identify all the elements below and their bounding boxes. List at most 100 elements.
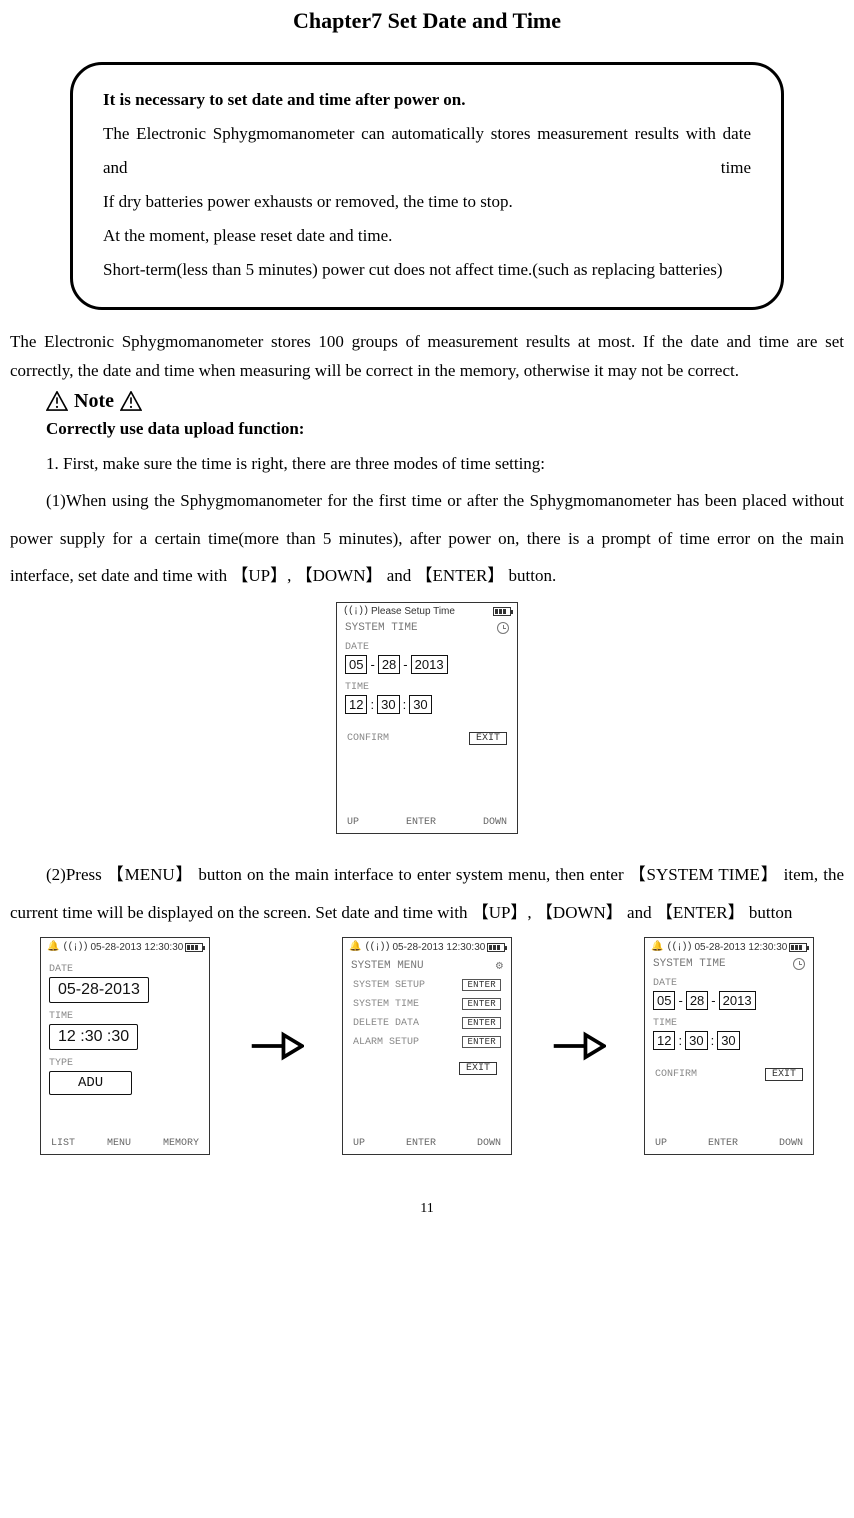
- battery-icon: [789, 943, 807, 952]
- exit-button: EXIT: [469, 732, 507, 745]
- time-label: TIME: [49, 1011, 201, 1022]
- exit-button: EXIT: [765, 1068, 803, 1081]
- menu-item: SYSTEM SETUP: [353, 980, 425, 991]
- note-heading: Note: [46, 390, 844, 413]
- signal-icon: ((¡)): [343, 606, 368, 617]
- footer-up: UP: [353, 1138, 365, 1149]
- clock-icon: [793, 958, 805, 970]
- footer-enter: ENTER: [406, 817, 436, 828]
- speaker-icon: 🔔: [651, 941, 663, 953]
- warning-icon: [46, 391, 68, 411]
- time-hour: 12: [653, 1031, 675, 1050]
- callout-line-3: If dry batteries power exhausts or remov…: [103, 185, 751, 219]
- enter-button: ENTER: [462, 1017, 501, 1029]
- device-screen-main: 🔔 ((¡)) 05-28-2013 12:30:30 DATE 05-28-2…: [40, 937, 210, 1155]
- intro-paragraph: The Electronic Sphygmomanometer stores 1…: [10, 328, 844, 386]
- footer-down: DOWN: [779, 1138, 803, 1149]
- battery-icon: [487, 943, 505, 952]
- footer-list: LIST: [51, 1138, 75, 1149]
- type-label: TYPE: [49, 1058, 201, 1069]
- enter-button: ENTER: [462, 998, 501, 1010]
- step-1-1: (1)When using the Sphygmomanometer for t…: [10, 482, 844, 594]
- date-row: 05 - 28 - 2013: [345, 655, 509, 674]
- time-sec: 30: [409, 695, 431, 714]
- menu-item: SYSTEM TIME: [353, 999, 419, 1010]
- footer-memory: MEMORY: [163, 1138, 199, 1149]
- status-datetime: 05-28-2013 12:30:30: [90, 942, 183, 953]
- battery-icon: [185, 943, 203, 952]
- status-bar: 🔔 ((¡)) 05-28-2013 12:30:30: [343, 938, 511, 956]
- date-label: DATE: [345, 642, 509, 653]
- arrow-icon: [550, 1026, 606, 1066]
- screen-title-row: SYSTEM TIME: [337, 620, 517, 634]
- signal-icon: ((¡)): [62, 942, 87, 953]
- enter-button: ENTER: [462, 1036, 501, 1048]
- footer-enter: ENTER: [708, 1138, 738, 1149]
- confirm-row: CONFIRM EXIT: [345, 732, 509, 745]
- gear-icon: ⚙: [496, 958, 503, 973]
- clock-icon: [497, 622, 509, 634]
- device-screen-setup-time: ((¡)) Please Setup Time SYSTEM TIME DATE…: [336, 602, 518, 834]
- date-day: 28: [378, 655, 400, 674]
- date-label: DATE: [49, 964, 201, 975]
- signal-icon: ((¡)): [666, 942, 691, 953]
- menu-row-3: DELETE DATA ENTER: [353, 1017, 501, 1029]
- speaker-icon: 🔔: [47, 941, 59, 953]
- menu-row-4: ALARM SETUP ENTER: [353, 1036, 501, 1048]
- menu-row-2: SYSTEM TIME ENTER: [353, 998, 501, 1010]
- screen-title: SYSTEM MENU: [351, 960, 424, 972]
- date-label: DATE: [653, 978, 805, 989]
- footer-up: UP: [655, 1138, 667, 1149]
- time-label: TIME: [345, 682, 509, 693]
- time-row: 12 : 30 : 30: [653, 1031, 805, 1050]
- status-datetime: 05-28-2013 12:30:30: [392, 942, 485, 953]
- menu-row-1: SYSTEM SETUP ENTER: [353, 979, 501, 991]
- status-bar: 🔔 ((¡)) 05-28-2013 12:30:30: [41, 938, 209, 956]
- date-year: 2013: [411, 655, 448, 674]
- date-value: 05-28-2013: [49, 977, 149, 1003]
- time-value: 12 :30 :30: [49, 1024, 138, 1050]
- callout-line-2: The Electronic Sphygmomanometer can auto…: [103, 117, 751, 185]
- device-screen-menu: 🔔 ((¡)) 05-28-2013 12:30:30 SYSTEM MENU …: [342, 937, 512, 1155]
- step-1: 1. First, make sure the time is right, t…: [46, 445, 844, 482]
- time-label: TIME: [653, 1018, 805, 1029]
- callout-box: It is necessary to set date and time aft…: [70, 62, 784, 310]
- footer-menu: MENU: [107, 1138, 131, 1149]
- callout-line-5: Short-term(less than 5 minutes) power cu…: [103, 253, 751, 287]
- enter-button: ENTER: [462, 979, 501, 991]
- status-bar: ((¡)) Please Setup Time: [337, 603, 517, 620]
- footer-enter: ENTER: [406, 1138, 436, 1149]
- date-day: 28: [686, 991, 708, 1010]
- screen-footer: UP ENTER DOWN: [645, 1133, 813, 1154]
- time-sec: 30: [717, 1031, 739, 1050]
- date-row: 05 - 28 - 2013: [653, 991, 805, 1010]
- battery-icon: [493, 607, 511, 616]
- menu-item: ALARM SETUP: [353, 1037, 419, 1048]
- signal-icon: ((¡)): [364, 942, 389, 953]
- status-datetime: 05-28-2013 12:30:30: [694, 942, 787, 953]
- speaker-icon: 🔔: [349, 941, 361, 953]
- screen-title-row: SYSTEM TIME: [645, 956, 813, 970]
- status-bar: 🔔 ((¡)) 05-28-2013 12:30:30: [645, 938, 813, 956]
- page-number: 11: [10, 1201, 844, 1217]
- step-1-2: (2)Press 【MENU】 button on the main inter…: [10, 856, 844, 931]
- date-month: 05: [653, 991, 675, 1010]
- screen-footer: UP ENTER DOWN: [337, 812, 517, 833]
- footer-down: DOWN: [477, 1138, 501, 1149]
- menu-item: DELETE DATA: [353, 1018, 419, 1029]
- screen-title: SYSTEM TIME: [345, 622, 418, 634]
- time-min: 30: [377, 695, 399, 714]
- screen-footer: LIST MENU MEMORY: [41, 1133, 209, 1154]
- figure-a: ((¡)) Please Setup Time SYSTEM TIME DATE…: [10, 602, 844, 834]
- footer-up: UP: [347, 817, 359, 828]
- screen-footer: UP ENTER DOWN: [343, 1133, 511, 1154]
- callout-line-4: At the moment, please reset date and tim…: [103, 219, 751, 253]
- confirm-label: CONFIRM: [347, 733, 389, 744]
- subheading: Correctly use data upload function:: [46, 419, 844, 439]
- callout-line-1: It is necessary to set date and time aft…: [103, 83, 751, 117]
- status-hint: Please Setup Time: [371, 606, 455, 617]
- figure-row: 🔔 ((¡)) 05-28-2013 12:30:30 DATE 05-28-2…: [40, 937, 814, 1155]
- exit-button: EXIT: [459, 1062, 497, 1075]
- confirm-label: CONFIRM: [655, 1069, 697, 1080]
- date-month: 05: [345, 655, 367, 674]
